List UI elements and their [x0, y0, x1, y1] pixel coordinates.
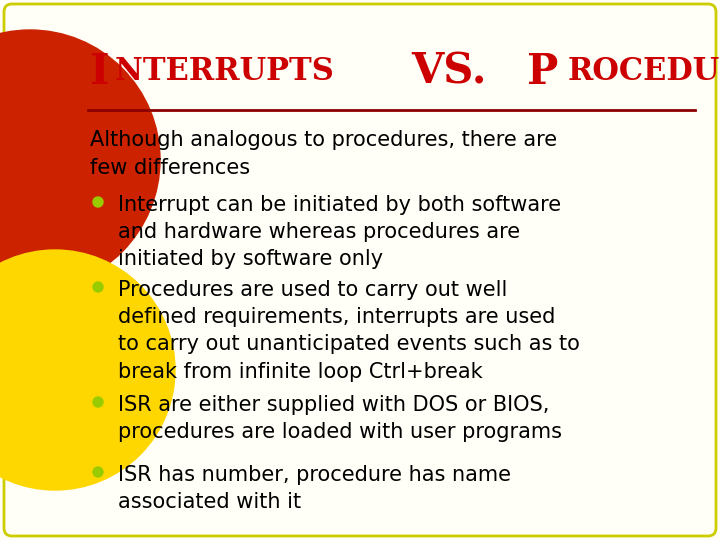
Text: ISR are either supplied with DOS or BIOS,
procedures are loaded with user progra: ISR are either supplied with DOS or BIOS…: [118, 395, 562, 442]
Text: VS.: VS.: [411, 51, 501, 93]
Text: Interrupt can be initiated by both software
and hardware whereas procedures are
: Interrupt can be initiated by both softw…: [118, 195, 561, 269]
Text: I: I: [90, 51, 109, 93]
Circle shape: [93, 467, 103, 477]
Text: P: P: [527, 51, 559, 93]
Circle shape: [93, 282, 103, 292]
Text: ISR has number, procedure has name
associated with it: ISR has number, procedure has name assoc…: [118, 465, 511, 512]
Circle shape: [0, 30, 160, 290]
Text: Procedures are used to carry out well
defined requirements, interrupts are used
: Procedures are used to carry out well de…: [118, 280, 580, 382]
Text: Although analogous to procedures, there are
few differences: Although analogous to procedures, there …: [90, 130, 557, 178]
Circle shape: [0, 250, 175, 490]
Text: ROCEDURES: ROCEDURES: [567, 57, 720, 87]
Circle shape: [93, 197, 103, 207]
Circle shape: [93, 397, 103, 407]
FancyBboxPatch shape: [4, 4, 716, 536]
Text: NTERRUPTS: NTERRUPTS: [115, 57, 345, 87]
